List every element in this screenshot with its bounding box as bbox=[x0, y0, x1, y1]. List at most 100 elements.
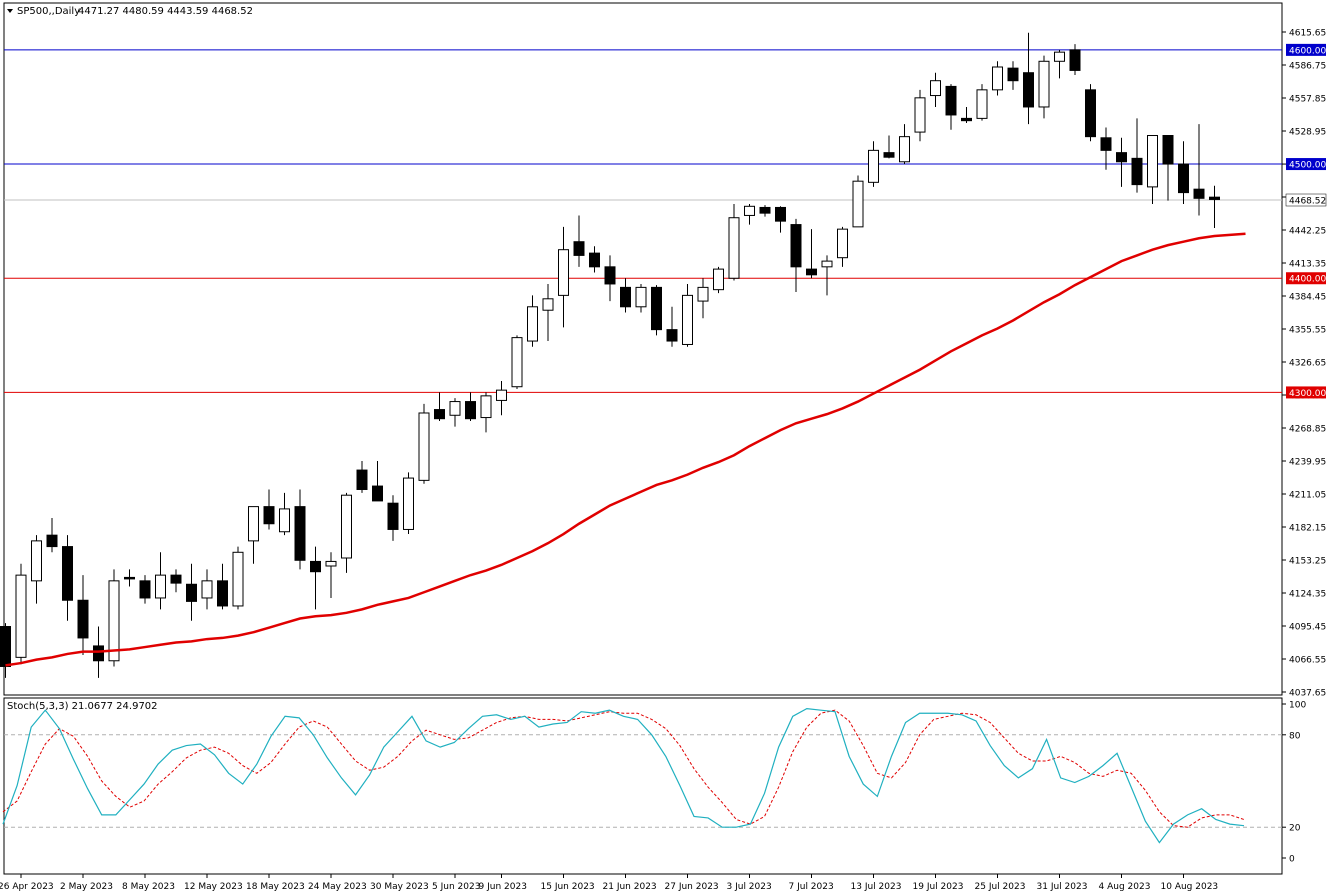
price-tick-label: 4384.45 bbox=[1289, 293, 1326, 303]
candle[interactable] bbox=[1131, 118, 1143, 193]
candle[interactable] bbox=[961, 106, 972, 123]
candle[interactable] bbox=[124, 569, 135, 587]
candle[interactable] bbox=[914, 89, 926, 142]
candle[interactable] bbox=[465, 392, 476, 421]
candles-layer[interactable] bbox=[0, 32, 1220, 678]
candle[interactable] bbox=[1116, 137, 1127, 187]
candle[interactable] bbox=[666, 306, 678, 347]
candle-body-bearish bbox=[759, 206, 771, 214]
candle[interactable] bbox=[573, 215, 585, 267]
candle[interactable] bbox=[744, 204, 755, 225]
candle[interactable] bbox=[604, 255, 616, 302]
candle-body-bearish bbox=[77, 599, 89, 639]
candle[interactable] bbox=[387, 495, 399, 541]
candle[interactable] bbox=[1209, 185, 1220, 229]
candle[interactable] bbox=[682, 283, 693, 347]
candle[interactable] bbox=[139, 575, 151, 604]
candle[interactable] bbox=[775, 206, 786, 233]
candle[interactable] bbox=[1100, 127, 1112, 170]
candle[interactable] bbox=[976, 84, 988, 121]
candle-body-bullish bbox=[852, 180, 864, 228]
stochastic-panel[interactable] bbox=[3, 697, 1283, 875]
candle[interactable] bbox=[325, 552, 337, 598]
candle-body-bearish bbox=[294, 506, 306, 561]
candle[interactable] bbox=[46, 518, 58, 553]
candle[interactable] bbox=[589, 246, 600, 273]
candle-body-bullish bbox=[713, 268, 724, 291]
candle[interactable] bbox=[806, 229, 817, 279]
time-axis[interactable]: 26 Apr 2023 2 May 2023 8 May 2023 12 May 20… bbox=[0, 874, 1218, 892]
candle[interactable] bbox=[713, 266, 724, 294]
price-tick-label: 4326.65 bbox=[1289, 359, 1326, 369]
candle[interactable] bbox=[62, 535, 73, 621]
candle[interactable] bbox=[418, 403, 430, 484]
candle[interactable] bbox=[697, 278, 709, 319]
candle[interactable] bbox=[635, 283, 647, 313]
time-tick-label: 25 Jul 2023 bbox=[975, 882, 1026, 892]
candle[interactable] bbox=[279, 492, 290, 536]
candle[interactable] bbox=[449, 398, 461, 427]
candle[interactable] bbox=[496, 381, 507, 416]
candle[interactable] bbox=[1193, 124, 1205, 216]
candle-body-bearish bbox=[62, 546, 73, 601]
candle[interactable] bbox=[1069, 44, 1081, 75]
candle[interactable] bbox=[403, 472, 414, 535]
candle[interactable] bbox=[248, 506, 259, 564]
candle[interactable] bbox=[759, 205, 771, 217]
candle-body-bullish bbox=[325, 560, 337, 567]
price-axis[interactable]: 4615.654586.754557.854528.954500.004471.… bbox=[1282, 29, 1326, 865]
candle[interactable] bbox=[1162, 135, 1174, 201]
candle[interactable] bbox=[945, 84, 957, 130]
candle[interactable] bbox=[201, 569, 213, 610]
candle[interactable] bbox=[620, 278, 631, 313]
candle[interactable] bbox=[1038, 55, 1050, 119]
candle-body-bullish bbox=[527, 306, 538, 342]
candle[interactable] bbox=[31, 535, 42, 604]
candle[interactable] bbox=[852, 175, 864, 228]
candle[interactable] bbox=[356, 460, 368, 493]
candle-body-bearish bbox=[806, 268, 817, 276]
candle[interactable] bbox=[790, 218, 802, 292]
price-tick-label: 4586.75 bbox=[1289, 62, 1326, 72]
candle[interactable] bbox=[1147, 135, 1158, 205]
candle[interactable] bbox=[527, 295, 538, 347]
candle[interactable] bbox=[1054, 49, 1065, 79]
candle[interactable] bbox=[15, 563, 27, 665]
candle[interactable] bbox=[837, 226, 848, 267]
candle[interactable] bbox=[217, 563, 228, 610]
candle[interactable] bbox=[310, 546, 321, 610]
candle[interactable] bbox=[155, 552, 166, 610]
candle[interactable] bbox=[77, 575, 89, 656]
stoch-tick-label: 80 bbox=[1289, 731, 1301, 741]
candle[interactable] bbox=[186, 563, 197, 621]
candle[interactable] bbox=[480, 392, 492, 433]
candle[interactable] bbox=[728, 204, 740, 281]
candle[interactable] bbox=[542, 283, 554, 342]
candle[interactable] bbox=[558, 226, 569, 328]
candle[interactable] bbox=[232, 546, 244, 610]
candle[interactable] bbox=[899, 124, 910, 165]
candle[interactable] bbox=[372, 460, 383, 502]
candle[interactable] bbox=[1178, 141, 1189, 205]
candle[interactable] bbox=[821, 255, 833, 296]
candle[interactable] bbox=[341, 492, 352, 573]
candle[interactable] bbox=[1023, 32, 1034, 125]
candle[interactable] bbox=[0, 623, 11, 678]
candle[interactable] bbox=[868, 141, 879, 187]
candle[interactable] bbox=[263, 489, 275, 530]
price-tick-label: 4124.35 bbox=[1289, 590, 1326, 600]
candle[interactable] bbox=[1007, 61, 1019, 90]
candle[interactable] bbox=[511, 335, 523, 390]
candle[interactable] bbox=[651, 285, 662, 336]
candle[interactable] bbox=[434, 392, 445, 421]
candle[interactable] bbox=[1085, 84, 1096, 142]
candle[interactable] bbox=[992, 61, 1003, 96]
main-chart-panel[interactable] bbox=[3, 2, 1283, 696]
candle[interactable] bbox=[170, 569, 182, 593]
candle[interactable] bbox=[883, 135, 895, 159]
candle[interactable] bbox=[930, 72, 941, 107]
candle-body-bullish bbox=[201, 580, 213, 599]
chart-menu-triangle-icon[interactable] bbox=[7, 9, 13, 13]
candle[interactable] bbox=[294, 489, 306, 570]
